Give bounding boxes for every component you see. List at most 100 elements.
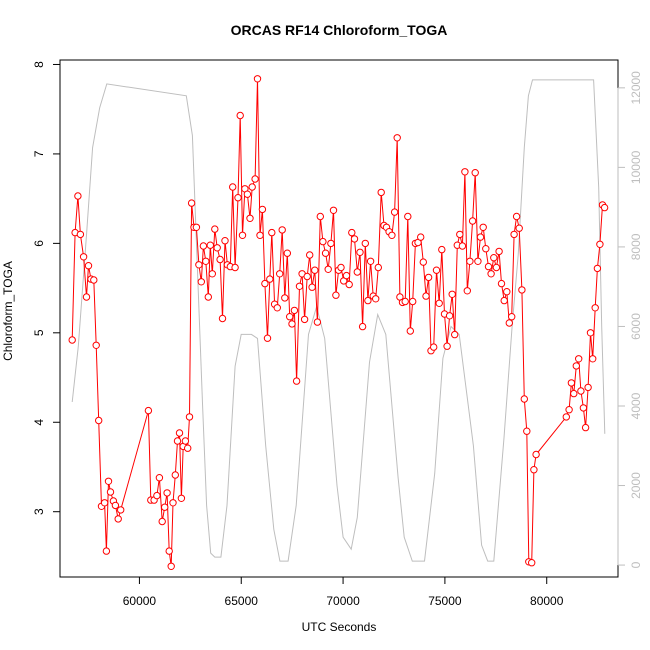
data-point-136 (435, 299, 443, 307)
y2-tick-label-1: 2000 (629, 472, 643, 499)
data-point-170 (523, 427, 531, 435)
data-point-71 (266, 275, 274, 283)
data-point-164 (508, 313, 516, 321)
data-point-162 (503, 288, 511, 296)
data-point-49 (211, 225, 219, 233)
data-point-75 (276, 270, 284, 278)
data-point-129 (417, 233, 425, 241)
data-point-109 (364, 296, 372, 305)
data-point-114 (377, 188, 385, 197)
data-point-189 (596, 240, 604, 249)
y2-tick-label-6: 12000 (629, 71, 643, 105)
data-point-123 (401, 297, 409, 306)
y2-tick-label-3: 6000 (629, 313, 643, 340)
data-point-103 (348, 228, 356, 237)
data-point-186 (589, 355, 597, 363)
x-tick-label-4: 80000 (530, 594, 564, 608)
y-tick-label-3: 6 (32, 240, 46, 247)
data-point-82 (292, 377, 301, 385)
data-point-131 (422, 292, 430, 300)
data-point-30 (169, 499, 177, 507)
data-point-2 (74, 192, 82, 200)
y-tick-label-0: 3 (32, 508, 46, 515)
data-point-140 (445, 312, 454, 320)
data-point-134 (430, 343, 438, 351)
data-point-94 (324, 265, 332, 273)
data-point-179 (572, 362, 580, 370)
data-point-44 (199, 242, 208, 250)
data-point-110 (366, 257, 375, 265)
y-tick-label-4: 7 (32, 150, 46, 157)
data-point-41 (192, 223, 201, 232)
data-point-188 (593, 264, 602, 273)
data-point-72 (268, 228, 276, 237)
data-point-92 (319, 237, 327, 246)
data-point-102 (345, 280, 353, 289)
data-point-66 (253, 75, 262, 83)
data-point-142 (451, 330, 459, 339)
data-point-126 (409, 297, 417, 306)
data-point-168 (518, 286, 526, 294)
data-point-14 (104, 477, 113, 485)
y-tick-label-2: 5 (32, 329, 46, 336)
data-point-28 (165, 547, 173, 555)
data-point-112 (372, 295, 380, 303)
data-point-101 (342, 271, 351, 280)
data-point-34 (177, 494, 186, 502)
data-point-86 (303, 272, 311, 281)
data-point-155 (484, 262, 493, 271)
data-point-69 (261, 279, 269, 288)
data-point-48 (208, 270, 217, 278)
data-point-174 (532, 450, 540, 459)
data-point-89 (311, 266, 319, 274)
x-tick-label-1: 65000 (225, 594, 259, 608)
data-point-51 (216, 255, 224, 264)
data-point-10 (95, 416, 103, 425)
data-point-191 (600, 203, 609, 212)
data-point-161 (500, 296, 508, 305)
data-point-132 (424, 273, 433, 282)
data-point-141 (448, 290, 456, 298)
data-point-159 (495, 247, 503, 256)
data-point-183 (581, 423, 590, 432)
y2-tick-label-4: 8000 (629, 233, 643, 260)
data-point-13 (102, 547, 111, 555)
data-point-91 (316, 212, 324, 221)
data-point-97 (332, 291, 340, 299)
data-point-149 (468, 217, 477, 225)
data-point-64 (248, 183, 256, 191)
data-point-80 (288, 320, 296, 328)
data-point-17 (111, 501, 120, 510)
data-point-4 (79, 253, 88, 261)
axes-layer: 60000 65000 70000 75000 80000 3 4 5 6 7 8 0 2000 4000… (32, 61, 643, 608)
series-line-altitude (71, 79, 606, 562)
data-point-42 (195, 261, 203, 269)
data-point-144 (456, 230, 464, 239)
data-point-139 (443, 342, 451, 350)
data-point-31 (171, 471, 180, 479)
data-point-3 (76, 230, 85, 239)
data-point-166 (512, 212, 521, 221)
data-point-93 (321, 249, 330, 257)
data-point-52 (218, 314, 227, 323)
data-point-180 (575, 355, 583, 363)
data-point-79 (286, 313, 294, 321)
data-point-46 (204, 293, 213, 301)
data-point-158 (492, 263, 501, 272)
data-point-39 (187, 199, 196, 207)
data-point-130 (419, 258, 427, 266)
data-point-37 (184, 444, 192, 452)
y2-tick-label-2: 4000 (629, 392, 643, 419)
data-point-119 (390, 208, 399, 216)
data-point-43 (197, 278, 206, 286)
data-point-25 (158, 517, 166, 526)
data-point-56 (229, 183, 237, 191)
data-point-88 (308, 283, 316, 291)
data-point-36 (181, 437, 190, 445)
data-point-87 (306, 251, 314, 259)
data-point-50 (213, 244, 221, 252)
data-point-187 (591, 304, 599, 312)
data-point-6 (84, 262, 93, 270)
data-point-9 (92, 341, 100, 349)
